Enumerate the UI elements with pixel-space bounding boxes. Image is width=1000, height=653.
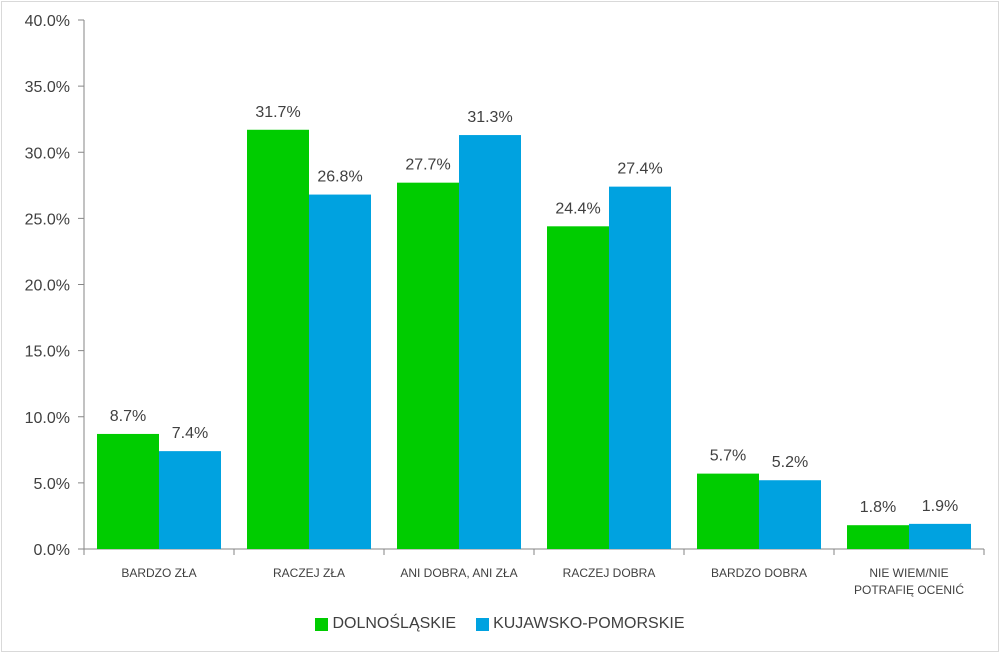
x-category-label: NIE WIEM/NIE	[869, 566, 948, 580]
bar-value-label: 27.4%	[617, 161, 662, 178]
bar-series-1	[459, 135, 521, 549]
bar-value-label: 7.4%	[172, 425, 208, 442]
y-tick-label: 25.0%	[25, 211, 70, 228]
bar-series-1	[159, 451, 221, 549]
y-tick-label: 15.0%	[25, 344, 70, 361]
legend-item-series-1: KUJAWSKO-POMORSKIE	[476, 615, 685, 633]
legend: DOLNOŚLĄSKIE KUJAWSKO-POMORSKIE	[0, 612, 1000, 636]
bar-value-label: 1.8%	[860, 499, 896, 516]
data-labels: 8.7% 31.7% 27.7% 24.4% 5.7% 1.8% 7.4% 26.8% 31.3…	[110, 104, 958, 516]
bar-series-0	[397, 182, 459, 550]
bar-series-0	[97, 433, 159, 549]
x-category-label: BARDZO DOBRA	[711, 566, 807, 580]
y-tick-label: 10.0%	[25, 410, 70, 427]
bar-series-1	[309, 194, 371, 549]
y-axis: 0.0% 5.0% 10.0% 15.0% 20.0% 25.0% 30.0% 35.0% 40…	[25, 13, 85, 559]
y-tick-label: 20.0%	[25, 278, 70, 295]
bar-value-label: 26.8%	[317, 169, 362, 186]
bar-value-label: 27.7%	[405, 157, 450, 174]
x-category-label: BARDZO ZŁA	[121, 566, 196, 580]
bars	[97, 129, 971, 550]
legend-swatch-series-1	[476, 617, 490, 631]
bar-series-0	[247, 129, 309, 549]
bar-series-1	[909, 523, 971, 549]
x-axis: BARDZO ZŁA RACZEJ ZŁA ANI DOBRA, ANI ZŁA RA…	[83, 548, 985, 597]
bar-series-0	[547, 226, 609, 549]
y-tick-label: 30.0%	[25, 145, 70, 162]
bar-value-label: 31.3%	[467, 109, 512, 126]
bar-value-label: 5.7%	[710, 448, 746, 465]
bar-value-label: 31.7%	[255, 104, 300, 121]
y-tick-label: 40.0%	[25, 13, 70, 30]
bar-series-1	[759, 480, 821, 549]
bar-value-label: 1.9%	[922, 498, 958, 515]
x-category-label: ANI DOBRA, ANI ZŁA	[400, 566, 517, 580]
x-category-label: RACZEJ DOBRA	[563, 566, 656, 580]
legend-label-series-0: DOLNOŚLĄSKIE	[332, 615, 457, 632]
x-category-label: RACZEJ ZŁA	[273, 566, 345, 580]
bar-series-0	[697, 473, 759, 549]
bar-value-label: 5.2%	[772, 454, 808, 471]
bar-chart: 0.0% 5.0% 10.0% 15.0% 20.0% 25.0% 30.0% 35.0% 40…	[25, 13, 985, 597]
bar-series-1	[609, 186, 671, 549]
y-tick-label: 5.0%	[34, 476, 70, 493]
legend-label-series-1: KUJAWSKO-POMORSKIE	[493, 615, 685, 632]
legend-item-series-0: DOLNOŚLĄSKIE	[315, 615, 456, 633]
bar-value-label: 24.4%	[555, 200, 600, 217]
bar-value-label: 8.7%	[110, 408, 146, 425]
y-tick-label: 0.0%	[34, 542, 70, 559]
legend-swatch-series-0	[315, 617, 329, 631]
bar-series-0	[847, 525, 909, 549]
x-category-label: POTRAFIĘ OCENIĆ	[854, 582, 964, 597]
y-tick-label: 35.0%	[25, 79, 70, 96]
